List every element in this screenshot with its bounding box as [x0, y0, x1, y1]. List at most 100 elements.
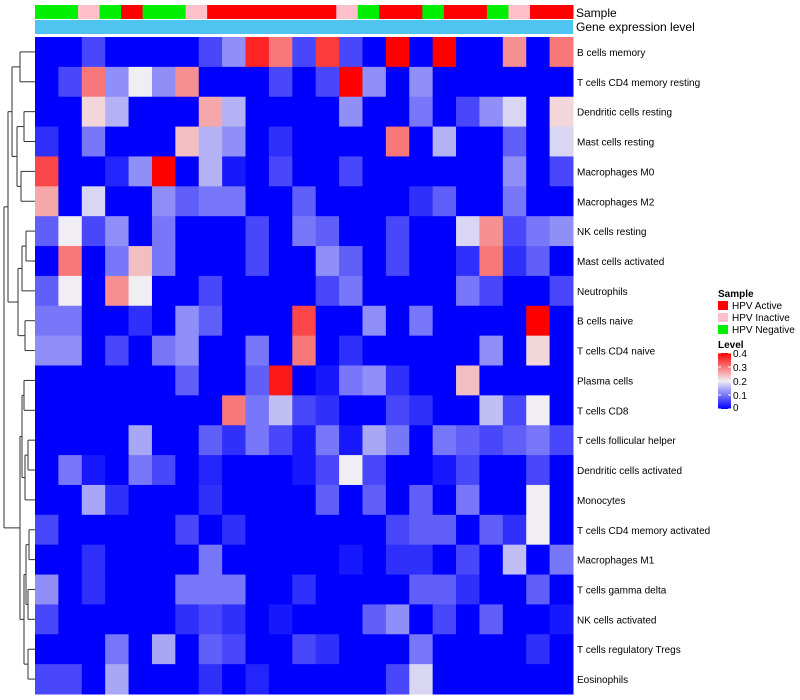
sample-annotation-cell: [164, 5, 187, 19]
heatmap-cell: [502, 216, 527, 247]
heatmap-cell: [175, 634, 200, 665]
row-label: B cells memory: [577, 48, 645, 59]
heatmap-cell: [292, 574, 317, 605]
heatmap-cell: [222, 246, 247, 277]
heatmap-cell: [315, 275, 340, 307]
row-label: NK cells resting: [577, 227, 646, 238]
heatmap-cell: [222, 216, 247, 247]
heatmap-cell: [456, 574, 480, 605]
heatmap-cell: [502, 574, 527, 605]
heatmap-cell: [432, 156, 457, 187]
heatmap-cell: [549, 425, 574, 456]
sample-annotation-cell: [99, 5, 122, 19]
heatmap-cell: [385, 395, 410, 426]
heatmap-cell: [151, 634, 176, 665]
sample-legend: Sample HPV Active HPV Inactive HPV Negat…: [718, 289, 795, 336]
heatmap-cell: [198, 186, 223, 217]
heatmap-cell: [35, 37, 59, 68]
heatmap-cell: [268, 514, 293, 546]
heatmap-cell: [58, 37, 83, 68]
heatmap-cell: [35, 126, 59, 157]
heatmap-cell: [35, 574, 59, 605]
heatmap-cell: [292, 365, 317, 396]
heatmap-cell: [268, 455, 293, 486]
level-tick-0.1: 0.1: [733, 391, 747, 402]
heatmap-cell: [175, 664, 200, 695]
heatmap-cell: [339, 96, 363, 128]
heatmap-cell: [198, 66, 223, 98]
heatmap-cell: [315, 246, 340, 277]
heatmap-cell: [245, 96, 270, 128]
row-label: T cells CD4 memory activated: [577, 526, 710, 537]
heatmap-cell: [409, 335, 434, 366]
heatmap-cell: [35, 455, 59, 486]
heatmap-cell: [339, 37, 363, 68]
heatmap-cell: [58, 246, 83, 277]
heatmap-cell: [128, 425, 153, 456]
heatmap-cell: [292, 37, 317, 68]
heatmap-cell: [175, 126, 200, 157]
heatmap-cell: [385, 246, 410, 277]
heatmap-cell: [268, 96, 293, 128]
heatmap-cell: [526, 604, 551, 635]
heatmap-cell: [432, 96, 457, 128]
heatmap-cell: [409, 186, 434, 217]
heatmap-cell: [409, 246, 434, 277]
heatmap-cell: [222, 335, 247, 366]
heatmap-cell: [362, 484, 387, 516]
heatmap-cell: [35, 365, 59, 396]
heatmap-cell: [245, 455, 270, 486]
heatmap-cell: [128, 544, 153, 576]
heatmap-cell: [198, 335, 223, 366]
sample-annotation-cell: [486, 5, 509, 19]
heatmap-cell: [456, 395, 480, 426]
heatmap-cell: [128, 634, 153, 665]
heatmap-cell: [385, 126, 410, 157]
heatmap-cell: [479, 484, 504, 516]
heatmap-cell: [35, 216, 59, 247]
heatmap-cell: [456, 96, 480, 128]
heatmap-cell: [245, 126, 270, 157]
heatmap-cell: [35, 514, 59, 546]
heatmap-cell: [409, 395, 434, 426]
heatmap-cell: [105, 37, 130, 68]
heatmap-cell: [479, 514, 504, 546]
row-label: Mast cells resting: [577, 138, 654, 149]
heatmap-cell: [151, 604, 176, 635]
heatmap-cell: [526, 634, 551, 665]
row-labels: B cells memory T cells CD4 memory resting…: [577, 48, 710, 686]
heatmap-cell: [105, 335, 130, 366]
heatmap-cell: [479, 664, 504, 695]
heatmap-cell: [315, 425, 340, 456]
heatmap-cell: [81, 186, 106, 217]
heatmap-cell: [222, 66, 247, 98]
heatmap-cell: [432, 634, 457, 665]
heatmap-cell: [315, 514, 340, 546]
row-label: T cells CD4 naive: [577, 347, 656, 358]
heatmap-cell: [432, 544, 457, 576]
level-legend: Level 0.4 0.3 0.2 0.1 0: [718, 340, 747, 414]
sample-annotation-cell: [400, 5, 423, 19]
heatmap-cell: [292, 156, 317, 187]
heatmap-cell: [502, 395, 527, 426]
heatmap-cell: [526, 246, 551, 277]
legend-label-hpv-inactive: HPV Inactive: [732, 313, 790, 324]
heatmap-cell: [105, 395, 130, 426]
heatmap-cell: [315, 484, 340, 516]
heatmap-cell: [268, 186, 293, 217]
heatmap-cell: [339, 395, 363, 426]
heatmap-cell: [81, 216, 106, 247]
heatmap-cell: [456, 664, 480, 695]
heatmap-cell: [362, 305, 387, 337]
sample-annotation-cell: [250, 5, 273, 19]
heatmap-cell: [175, 395, 200, 426]
heatmap-cell: [502, 484, 527, 516]
heatmap-cell: [198, 37, 223, 68]
heatmap-cell: [432, 37, 457, 68]
heatmap-cell: [175, 186, 200, 217]
heatmap-cell: [362, 156, 387, 187]
heatmap-cell: [526, 37, 551, 68]
heatmap-cell: [526, 514, 551, 546]
heatmap-cell: [549, 514, 574, 546]
heatmap-cell: [479, 395, 504, 426]
